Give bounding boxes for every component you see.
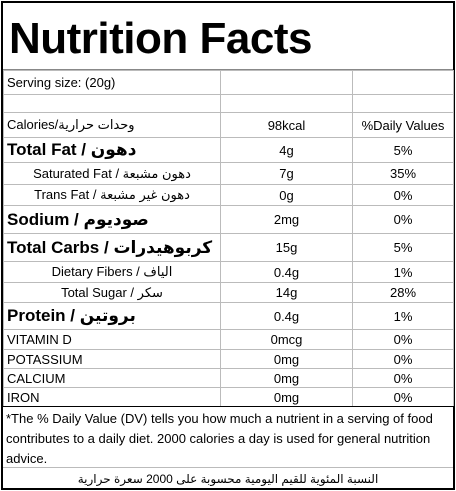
- row-dv: 0%: [352, 349, 454, 369]
- footnote-arabic: النسبة المئوية للقيم اليومية محسوبة على …: [77, 472, 379, 486]
- row-dv: 1%: [352, 261, 454, 283]
- row-label: Saturated Fat / دهون مشبعة: [3, 162, 221, 185]
- row-label: Total Sugar / سكر: [3, 282, 221, 303]
- row-amount: 15g: [220, 233, 353, 262]
- row-dv: 0%: [352, 387, 454, 407]
- row-dv: 0%: [352, 368, 454, 388]
- row-dv: 0%: [352, 329, 454, 350]
- header-dv: %Daily Values: [352, 112, 454, 138]
- row-amount: 0mg: [220, 368, 353, 388]
- row-label: POTASSIUM: [3, 349, 221, 369]
- row-label: Total Fat / دهون: [3, 137, 221, 163]
- row-amount: 0g: [220, 184, 353, 206]
- row-dv: 35%: [352, 162, 454, 185]
- row-amount: 0mg: [220, 387, 353, 407]
- row-amount: 0.4g: [220, 261, 353, 283]
- row-dv: 0%: [352, 184, 454, 206]
- row-dv: 28%: [352, 282, 454, 303]
- row-label: Trans Fat / دهون غير مشبعة: [3, 184, 221, 206]
- title: Nutrition Facts: [3, 3, 453, 70]
- row-amount: 7g: [220, 162, 353, 185]
- row-amount: 0.4g: [220, 302, 353, 330]
- footnote: *The % Daily Value (DV) tells you how mu…: [3, 407, 453, 468]
- serving-size: Serving size: (20g): [3, 70, 221, 95]
- nutrition-table: Serving size: (20g) Calories/وحدات حراري…: [3, 70, 454, 407]
- row-dv: 1%: [352, 302, 454, 330]
- row-dv: 5%: [352, 233, 454, 262]
- row-label: Total Carbs / كربوهيدرات: [3, 233, 221, 262]
- row-label: Sodium / صوديوم: [3, 205, 221, 234]
- row-amount: 0mcg: [220, 329, 353, 350]
- row-dv: 5%: [352, 137, 454, 163]
- row-amount: 4g: [220, 137, 353, 163]
- row-amount: 0mg: [220, 349, 353, 369]
- row-amount: 14g: [220, 282, 353, 303]
- row-label: CALCIUM: [3, 368, 221, 388]
- row-label: IRON: [3, 387, 221, 407]
- row-label: Dietary Fibers / الياف: [3, 261, 221, 283]
- row-label: Protein / بروتين: [3, 302, 221, 330]
- row-amount: 2mg: [220, 205, 353, 234]
- calories: 98kcal: [220, 112, 353, 138]
- row-dv: 0%: [352, 205, 454, 234]
- row-label: VITAMIN D: [3, 329, 221, 350]
- header-label: Calories/وحدات حرارية: [3, 112, 221, 138]
